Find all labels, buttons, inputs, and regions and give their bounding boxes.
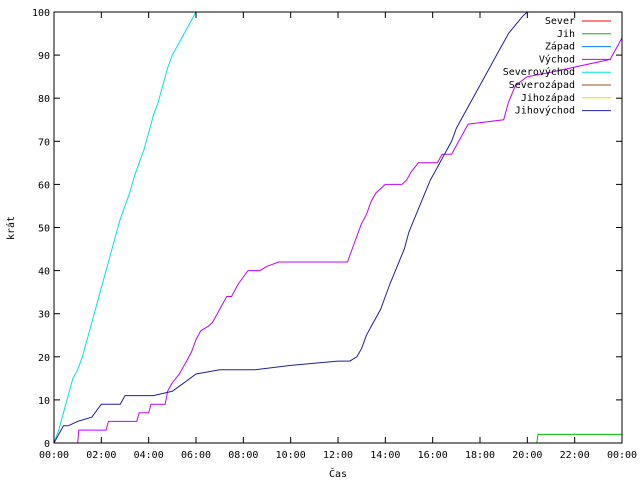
series-line-4 [77, 37, 623, 444]
y-tick-label: 70 [38, 137, 50, 148]
y-tick-label: 0 [44, 439, 50, 450]
y-tick-label: 20 [38, 353, 50, 364]
ticks-layer: 0 10 20 30 40 50 60 70 80 90 100 00:00 02:00 04:00 06:… [32, 8, 637, 461]
x-tick-label: 12:00 [323, 450, 353, 461]
series-line-5 [53, 11, 199, 444]
legend: Sever JihZápadVýchodSeverovýchodSeverozáp… [503, 16, 611, 117]
y-tick-label: 80 [38, 94, 50, 105]
y-axis-label: krát [5, 216, 17, 240]
x-tick-label: 08:00 [228, 450, 258, 461]
y-tick-label: 10 [38, 396, 50, 407]
x-tick-label: 00:00 [39, 450, 69, 461]
x-tick-label: 16:00 [418, 450, 448, 461]
x-tick-label: 20:00 [512, 450, 542, 461]
legend-entry-label: Jih [557, 29, 575, 40]
series-line-8 [53, 11, 533, 444]
legend-entry-label: Východ [539, 53, 575, 65]
y-tick-label: 90 [38, 51, 50, 62]
legend-entry-label: Západ [545, 41, 575, 53]
x-tick-label: 18:00 [465, 450, 495, 461]
y-tick-label: 30 [38, 310, 50, 321]
legend-entry-label: Severovýchod [503, 66, 575, 78]
y-tick-label: 60 [38, 180, 50, 191]
x-tick-label: 10:00 [276, 450, 306, 461]
y-tick-label: 100 [32, 8, 50, 19]
x-tick-label: 06:00 [181, 450, 211, 461]
legend-entry-label: Severozápad [509, 79, 575, 91]
legend-entry-label: Sever [545, 16, 575, 27]
x-tick-label: 02:00 [86, 450, 116, 461]
legend-entry-label: Jihozápad [521, 92, 575, 104]
legend-entry-label: Jihovýchod [515, 105, 575, 117]
x-tick-label: 04:00 [134, 450, 164, 461]
x-tick-label: 22:00 [560, 450, 590, 461]
x-tick-label: 14:00 [370, 450, 400, 461]
y-tick-label: 50 [38, 224, 50, 235]
x-tick-label: 00:00 [607, 450, 637, 461]
y-tick-label: 40 [38, 267, 50, 278]
x-axis-label: Čas [329, 467, 347, 480]
